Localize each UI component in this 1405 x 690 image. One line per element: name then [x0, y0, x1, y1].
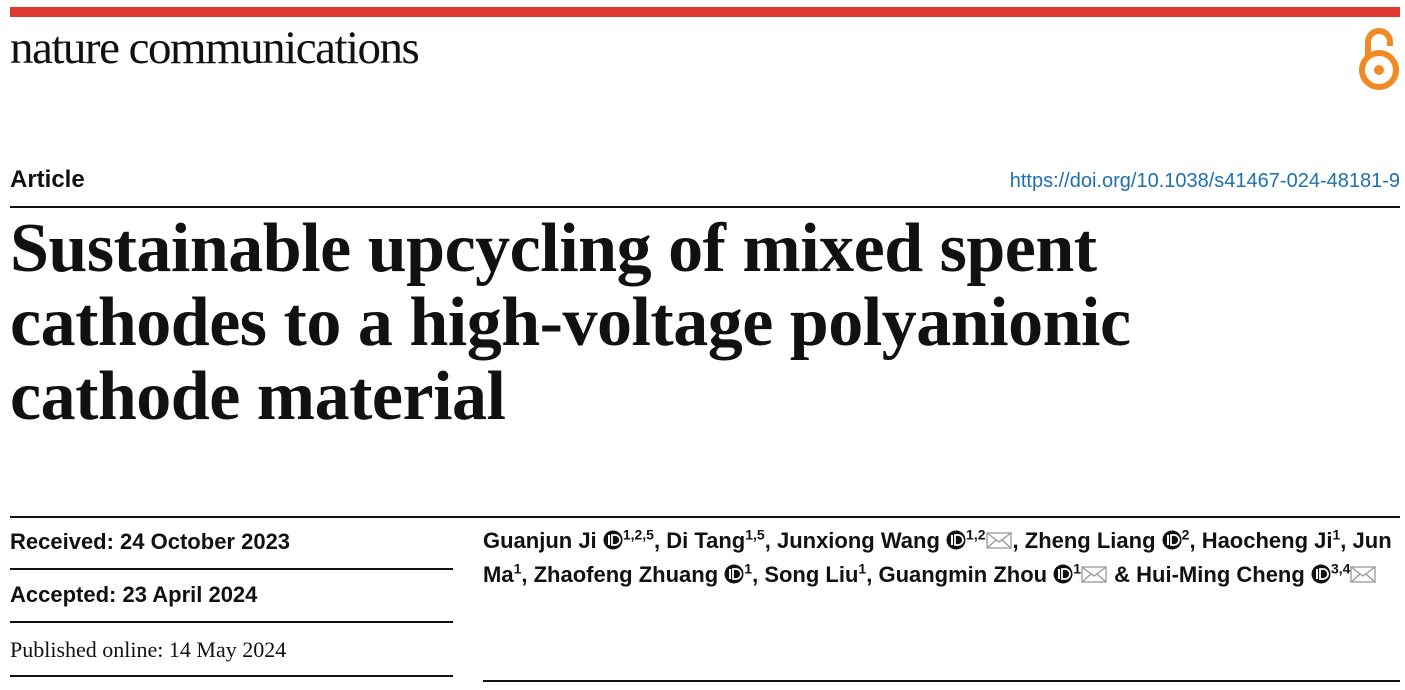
- title-line: cathodes to a high-voltage polyanionic: [10, 284, 1131, 361]
- separator: ,: [1189, 528, 1196, 553]
- affiliation-numbers: 1,5: [745, 526, 765, 543]
- divider: [10, 516, 1400, 518]
- author-name[interactable]: Di Tang: [666, 528, 746, 553]
- author: Zheng Liang 2,: [1025, 528, 1196, 553]
- orcid-icon: [1053, 564, 1073, 584]
- author-name[interactable]: Zhaofeng Zhuang: [533, 562, 719, 587]
- affiliation-numbers: 1: [513, 560, 522, 577]
- affiliation-numbers: 1: [1073, 560, 1082, 577]
- affiliation-numbers: 1: [744, 560, 753, 577]
- email-icon[interactable]: [1081, 564, 1108, 584]
- email-icon[interactable]: [1350, 564, 1377, 584]
- author: Junxiong Wang 1,2,: [777, 528, 1019, 553]
- separator: ,: [521, 562, 528, 587]
- author: Song Liu1,: [764, 562, 872, 587]
- affiliation-numbers: 1,2: [966, 526, 986, 543]
- orcid-icon: [724, 564, 744, 584]
- divider: [483, 680, 1400, 682]
- author-name[interactable]: Hui-Ming Cheng: [1136, 562, 1305, 587]
- author-name[interactable]: Song Liu: [764, 562, 859, 587]
- orcid-icon: [1311, 564, 1331, 584]
- affiliation-numbers: 1: [1332, 526, 1341, 543]
- separator: ,: [866, 562, 873, 587]
- author-name[interactable]: Zheng Liang: [1024, 528, 1156, 553]
- email-icon[interactable]: [985, 530, 1013, 550]
- affiliation-numbers: 2: [1181, 526, 1190, 543]
- author: Di Tang1,5,: [666, 528, 771, 553]
- author: Guanjun Ji 1,2,5,: [483, 528, 660, 553]
- separator: ,: [1012, 528, 1019, 553]
- divider: [10, 206, 1400, 208]
- published-date: Published online: 14 May 2024: [10, 637, 287, 662]
- open-access-icon: [1359, 28, 1399, 90]
- title-line: Sustainable upcycling of mixed spent: [10, 210, 1097, 287]
- separator: ,: [752, 562, 759, 587]
- divider: [10, 675, 453, 677]
- author: Zhaofeng Zhuang 1,: [534, 562, 759, 587]
- affiliation-numbers: 3,4: [1330, 560, 1351, 577]
- author: Jun Ma1,: [483, 528, 1392, 587]
- divider: [10, 621, 453, 623]
- author: Hui-Ming Cheng 3,4: [1136, 562, 1377, 587]
- article-title: Sustainable upcycling of mixed spent cath…: [10, 212, 1131, 434]
- separator: ,: [653, 528, 661, 553]
- author-name[interactable]: Guangmin Zhou: [878, 562, 1048, 587]
- author-name[interactable]: Guanjun Ji: [483, 528, 597, 553]
- orcid-icon: [946, 530, 966, 550]
- divider: [10, 568, 453, 570]
- separator: ,: [1340, 528, 1347, 553]
- author: Haocheng Ji1,: [1202, 528, 1347, 553]
- affiliation-numbers: 1: [858, 560, 867, 577]
- orcid-icon: [603, 530, 623, 550]
- author-name[interactable]: Haocheng Ji: [1201, 528, 1333, 553]
- separator: &: [1114, 562, 1131, 587]
- accepted-date: Accepted: 23 April 2024: [10, 582, 258, 607]
- top-bar: [10, 7, 1400, 17]
- author: Guangmin Zhou 1 &: [878, 562, 1130, 587]
- title-line: cathode material: [10, 358, 506, 435]
- article-type: Article: [10, 166, 85, 193]
- author-name[interactable]: Jun Ma: [483, 528, 1392, 587]
- journal-name: nature communications: [10, 22, 420, 74]
- doi-link[interactable]: https://doi.org/10.1038/s41467-024-48181…: [1009, 170, 1400, 192]
- received-date: Received: 24 October 2023: [10, 529, 291, 554]
- author-name[interactable]: Junxiong Wang: [776, 528, 940, 553]
- separator: ,: [764, 528, 771, 553]
- affiliation-numbers: 1,2,5: [622, 526, 654, 543]
- orcid-icon: [1162, 530, 1182, 550]
- author-list: Guanjun Ji 1,2,5, Di Tang1,5, Junxiong W…: [483, 524, 1403, 592]
